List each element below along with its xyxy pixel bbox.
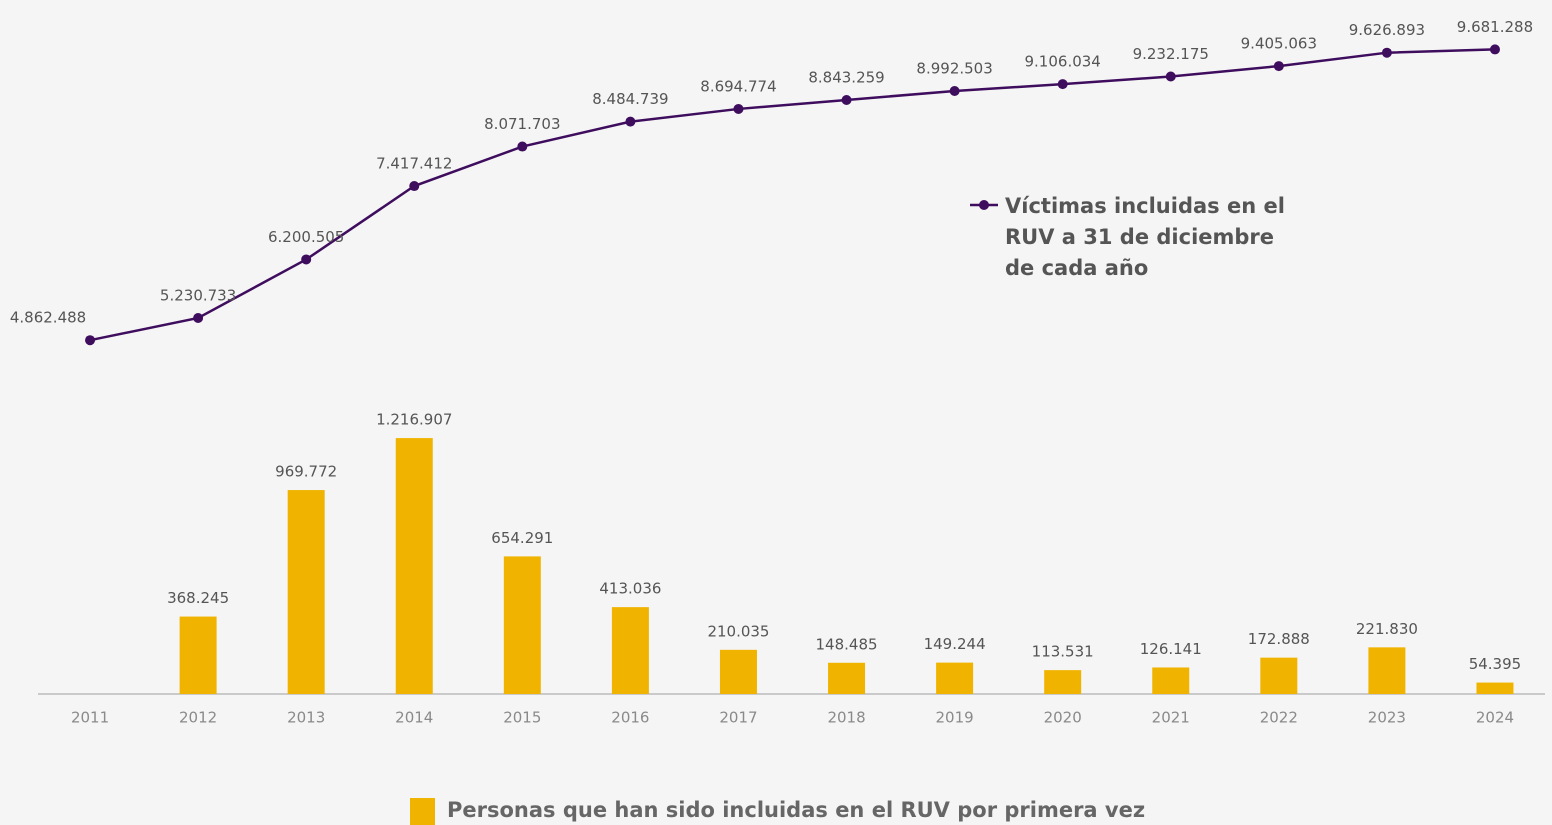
line-legend-label: Víctimas incluidas en el RUV a 31 de dic… <box>1005 194 1285 280</box>
line-point <box>733 103 744 114</box>
line-value-label: 7.417.412 <box>376 155 452 173</box>
bar-value-label: 113.531 <box>1032 643 1094 661</box>
bar-legend-label: Personas que han sido incluidas en el RU… <box>447 798 1146 822</box>
bar <box>611 607 649 694</box>
bar-value-label: 969.772 <box>275 463 337 481</box>
line-point <box>85 335 96 346</box>
bar <box>1260 657 1298 694</box>
line-point <box>1381 47 1392 58</box>
x-tick-label: 2022 <box>1260 709 1298 727</box>
line-point <box>193 312 204 323</box>
line-point <box>409 181 420 192</box>
bar <box>1476 682 1514 694</box>
line-value-label: 6.200.505 <box>268 228 344 246</box>
x-tick-label: 2021 <box>1152 709 1190 727</box>
x-tick-label: 2016 <box>611 709 649 727</box>
line-point <box>1165 71 1176 82</box>
line-value-label: 8.992.503 <box>916 59 992 77</box>
line-value-label: 9.405.063 <box>1241 35 1317 53</box>
bar <box>828 662 866 694</box>
bar-value-label: 210.035 <box>707 622 769 640</box>
x-tick-label: 2018 <box>827 709 865 727</box>
bar-value-label: 1.216.907 <box>376 411 452 429</box>
line-point <box>1489 44 1500 55</box>
x-tick-label: 2015 <box>503 709 541 727</box>
bar-value-label: 149.244 <box>924 635 986 653</box>
x-tick-label: 2024 <box>1476 709 1514 727</box>
bar-value-label: 148.485 <box>816 635 878 653</box>
bar <box>287 490 325 694</box>
line-point <box>1273 61 1284 72</box>
line-value-label: 8.694.774 <box>700 77 776 95</box>
line-value-label: 5.230.733 <box>160 286 236 304</box>
x-tick-label: 2012 <box>179 709 217 727</box>
line-value-label: 8.484.739 <box>592 90 668 108</box>
x-tick-label: 2017 <box>719 709 757 727</box>
x-tick-label: 2013 <box>287 709 325 727</box>
line-value-label: 8.071.703 <box>484 115 560 133</box>
bar-value-label: 126.141 <box>1140 640 1202 658</box>
x-tick-label: 2011 <box>71 709 109 727</box>
bar-value-label: 368.245 <box>167 589 229 607</box>
line-value-label: 9.681.288 <box>1457 18 1533 36</box>
line-value-label: 9.232.175 <box>1133 45 1209 63</box>
bar-value-label: 654.291 <box>491 529 553 547</box>
x-tick-label: 2014 <box>395 709 433 727</box>
line-value-label: 4.862.488 <box>10 309 86 327</box>
bar-value-label: 54.395 <box>1469 655 1522 673</box>
bar-value-label: 413.036 <box>599 580 661 598</box>
bar <box>1044 670 1082 694</box>
bar <box>1152 667 1190 694</box>
line-legend-dot <box>979 200 989 210</box>
bar-legend-symbol <box>410 798 435 825</box>
line <box>89 48 1495 342</box>
line-value-label: 8.843.259 <box>808 68 884 86</box>
x-tick-label: 2019 <box>936 709 974 727</box>
bar <box>395 438 433 694</box>
bar <box>179 616 217 694</box>
bar-value-label: 221.830 <box>1356 620 1418 638</box>
line-point <box>301 254 312 265</box>
line-point <box>1057 79 1068 90</box>
line-value-label: 9.626.893 <box>1349 21 1425 39</box>
line-point <box>841 94 852 105</box>
x-tick-label: 2023 <box>1368 709 1406 727</box>
line-point <box>517 141 528 152</box>
bar <box>1368 647 1406 694</box>
bar <box>936 662 974 694</box>
bar-value-label: 172.888 <box>1248 630 1310 648</box>
line-point <box>949 85 960 96</box>
x-tick-label: 2020 <box>1044 709 1082 727</box>
bar <box>719 649 757 694</box>
bar <box>503 556 541 694</box>
line-point <box>625 116 636 127</box>
line-value-label: 9.106.034 <box>1025 53 1101 71</box>
